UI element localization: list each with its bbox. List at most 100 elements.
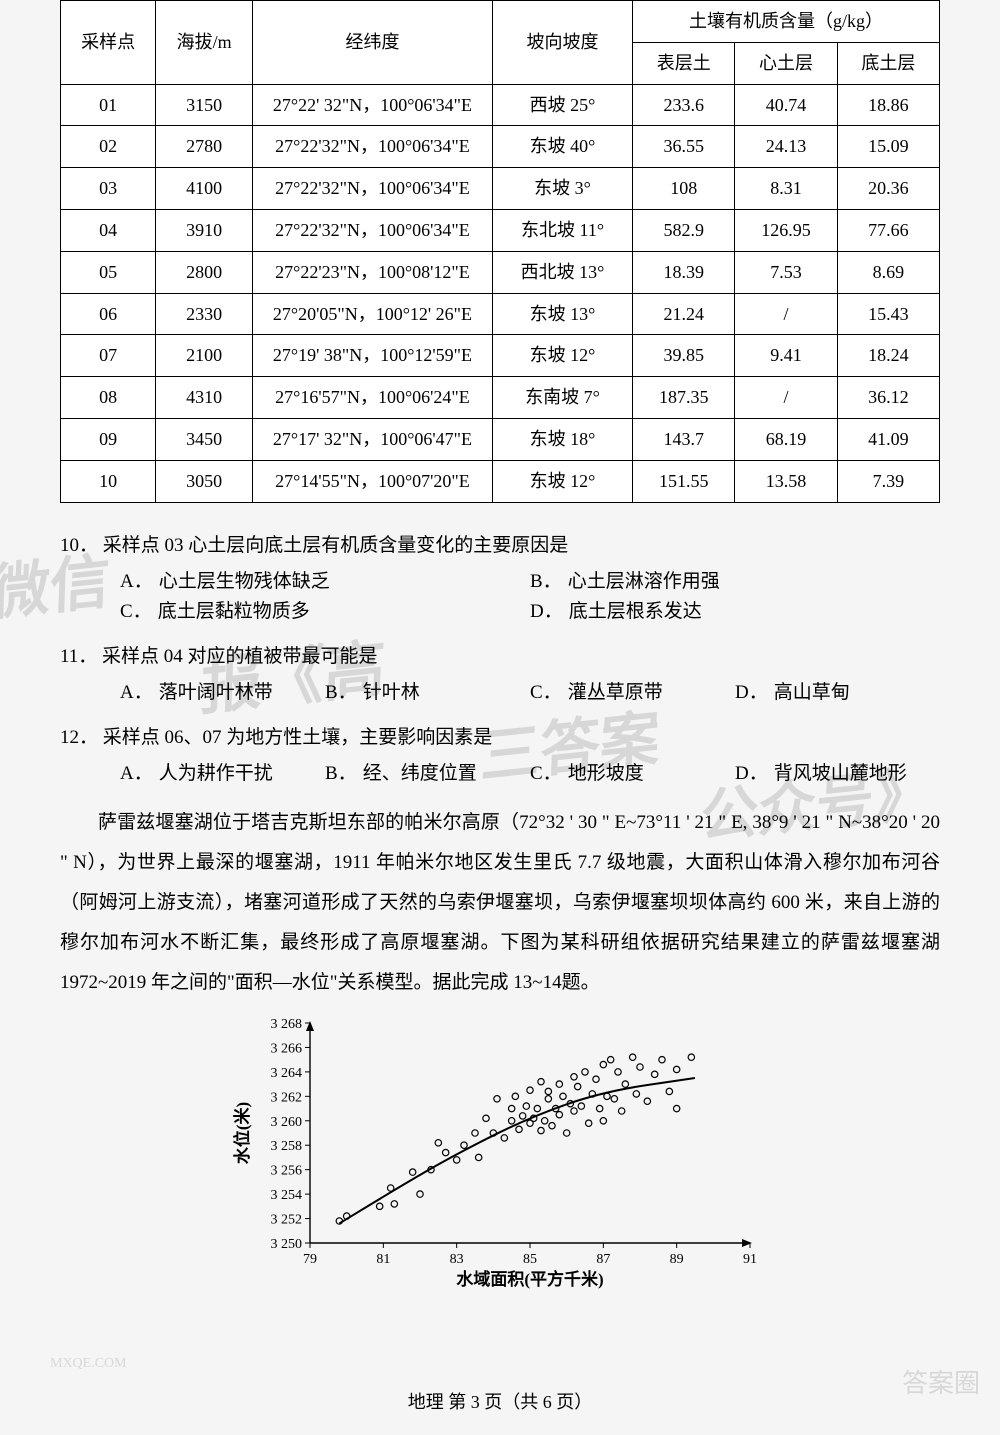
svg-text:3 252: 3 252: [271, 1212, 303, 1227]
passage-text: 萨雷兹堰塞湖位于塔吉克斯坦东部的帕米尔高原（72°32 ' 30 " E~73°…: [60, 803, 940, 1002]
scatter-chart: 798183858789913 2503 2523 2543 2563 2583…: [230, 1013, 770, 1303]
table-cell: 21.24: [633, 293, 735, 335]
table-row: 03410027°22'32"N，100°06'34"E东坡 3°1088.31…: [61, 168, 940, 210]
table-cell: 77.66: [837, 209, 939, 251]
opt-d: D．高山草甸: [735, 678, 940, 708]
table-cell: 东坡 12°: [492, 460, 632, 502]
watermark-site: MXQE.COM: [50, 1353, 127, 1375]
table-cell: /: [735, 377, 837, 419]
opt-b: B．经、纬度位置: [325, 759, 530, 789]
table-cell: 233.6: [633, 84, 735, 126]
table-cell: 20.36: [837, 168, 939, 210]
opt-c: C．地形坡度: [530, 759, 735, 789]
table-cell: 7.53: [735, 251, 837, 293]
table-cell: 27°22'32"N，100°06'34"E: [252, 209, 492, 251]
table-cell: 9.41: [735, 335, 837, 377]
chart-svg: 798183858789913 2503 2523 2543 2563 2583…: [230, 1013, 770, 1293]
table-cell: 西北坡 13°: [492, 251, 632, 293]
table-cell: 7.39: [837, 460, 939, 502]
table-cell: 126.95: [735, 209, 837, 251]
table-row: 01315027°22' 32"N，100°06'34"E西坡 25°233.6…: [61, 84, 940, 126]
table-cell: 27°19' 38"N，100°12'59"E: [252, 335, 492, 377]
table-cell: 27°22'23"N，100°08'12"E: [252, 251, 492, 293]
table-cell: 41.09: [837, 418, 939, 460]
table-cell: 东坡 13°: [492, 293, 632, 335]
opt-a: A．人为耕作干扰: [120, 759, 325, 789]
table-body: 01315027°22' 32"N，100°06'34"E西坡 25°233.6…: [61, 84, 940, 502]
opt-d: D．底土层根系发达: [530, 597, 940, 627]
table-cell: 西坡 25°: [492, 84, 632, 126]
table-cell: 4100: [156, 168, 253, 210]
svg-text:3 260: 3 260: [271, 1115, 303, 1130]
page-footer: 地理 第 3 页（共 6 页）: [60, 1388, 940, 1417]
table-cell: 东坡 40°: [492, 126, 632, 168]
table-cell: 39.85: [633, 335, 735, 377]
svg-text:水位(米): 水位(米): [232, 1102, 252, 1164]
table-cell: 582.9: [633, 209, 735, 251]
table-row: 09345027°17' 32"N，100°06'47"E东坡 18°143.7…: [61, 418, 940, 460]
th-alt: 海拔/m: [156, 1, 253, 85]
svg-text:81: 81: [376, 1252, 390, 1267]
stem: 采样点 03 心土层向底土层有机质含量变化的主要原因是: [103, 535, 569, 556]
table-cell: 东坡 3°: [492, 168, 632, 210]
table-row: 05280027°22'23"N，100°08'12"E西北坡 13°18.39…: [61, 251, 940, 293]
table-cell: 8.31: [735, 168, 837, 210]
th-coord: 经纬度: [252, 1, 492, 85]
table-cell: 2800: [156, 251, 253, 293]
th-slope: 坡向坡度: [492, 1, 632, 85]
table-cell: 36.55: [633, 126, 735, 168]
table-cell: 东坡 12°: [492, 335, 632, 377]
question-10: 10． 采样点 03 心土层向底土层有机质含量变化的主要原因是: [60, 531, 940, 561]
table-cell: 07: [61, 335, 156, 377]
soil-data-table: 采样点 海拔/m 经纬度 坡向坡度 土壤有机质含量（g/kg） 表层土 心土层 …: [60, 0, 940, 503]
table-cell: 2780: [156, 126, 253, 168]
table-cell: 2330: [156, 293, 253, 335]
stem: 采样点 06、07 为地方性土壤，主要影响因素是: [103, 727, 493, 748]
table-cell: 东坡 18°: [492, 418, 632, 460]
opt-a: A．心土层生物残体缺乏: [120, 567, 530, 597]
opt-d: D．背风坡山麓地形: [735, 759, 940, 789]
table-cell: 143.7: [633, 418, 735, 460]
table-cell: 02: [61, 126, 156, 168]
opt-b: B．心土层淋溶作用强: [530, 567, 940, 597]
table-cell: 68.19: [735, 418, 837, 460]
table-cell: 27°22' 32"N，100°06'34"E: [252, 84, 492, 126]
stem: 采样点 04 对应的植被带最可能是: [102, 646, 378, 667]
q10-options: A．心土层生物残体缺乏 B．心土层淋溶作用强 C．底土层黏粒物质多 D．底土层根…: [60, 567, 940, 628]
table-cell: 36.12: [837, 377, 939, 419]
table-row: 06233027°20'05"N，100°12' 26"E东坡 13°21.24…: [61, 293, 940, 335]
opt-c: C．底土层黏粒物质多: [120, 597, 530, 627]
table-row: 02278027°22'32"N，100°06'34"E东坡 40°36.552…: [61, 126, 940, 168]
table-cell: 27°22'32"N，100°06'34"E: [252, 126, 492, 168]
svg-text:3 266: 3 266: [271, 1041, 303, 1056]
table-cell: 东北坡 11°: [492, 209, 632, 251]
table-row: 04391027°22'32"N，100°06'34"E东北坡 11°582.9…: [61, 209, 940, 251]
table-cell: 27°16'57"N，100°06'24"E: [252, 377, 492, 419]
table-cell: 09: [61, 418, 156, 460]
table-cell: 27°20'05"N，100°12' 26"E: [252, 293, 492, 335]
svg-text:3 268: 3 268: [271, 1017, 303, 1032]
table-cell: 18.39: [633, 251, 735, 293]
table-cell: 2100: [156, 335, 253, 377]
table-cell: 3150: [156, 84, 253, 126]
svg-text:3 256: 3 256: [271, 1163, 303, 1178]
table-cell: 151.55: [633, 460, 735, 502]
svg-text:79: 79: [303, 1252, 317, 1267]
table-cell: 187.35: [633, 377, 735, 419]
table-cell: 3050: [156, 460, 253, 502]
svg-text:91: 91: [743, 1252, 757, 1267]
th-bottom: 底土层: [837, 42, 939, 84]
table-cell: 24.13: [735, 126, 837, 168]
table-cell: 01: [61, 84, 156, 126]
table-cell: 18.86: [837, 84, 939, 126]
question-12: 12． 采样点 06、07 为地方性土壤，主要影响因素是: [60, 723, 940, 753]
table-cell: 06: [61, 293, 156, 335]
table-cell: 40.74: [735, 84, 837, 126]
opt-b: B．针叶林: [325, 678, 530, 708]
table-cell: 27°22'32"N，100°06'34"E: [252, 168, 492, 210]
svg-text:3 264: 3 264: [271, 1066, 303, 1081]
opt-c: C．灌丛草原带: [530, 678, 735, 708]
qnum: 11．: [60, 646, 97, 667]
table-cell: 08: [61, 377, 156, 419]
table-cell: 05: [61, 251, 156, 293]
